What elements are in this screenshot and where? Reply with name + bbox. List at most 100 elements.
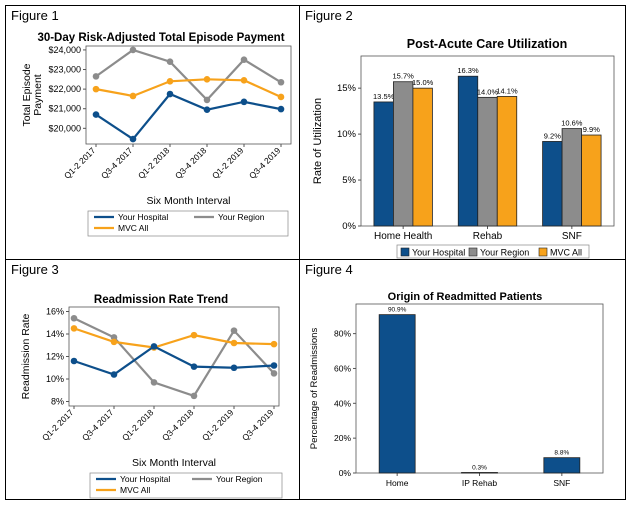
legend-entry: Your Hospital <box>118 212 168 222</box>
figure-3-label: Figure 3 <box>11 262 59 277</box>
y-tick-label: 40% <box>334 398 351 408</box>
y-axis-label: Percentage of Readmissions <box>309 328 320 450</box>
data-point <box>230 327 238 334</box>
data-label: 13.5% <box>373 92 395 101</box>
y-tick-label: $21,000 <box>48 104 81 114</box>
origin-bar-chart: Origin of Readmitted Patients 0% 20% 40% 60%… <box>309 291 604 488</box>
x-tick-label: Q1-2 2019 <box>210 145 246 181</box>
data-point <box>92 73 100 80</box>
series-line <box>73 317 275 398</box>
series-line <box>95 92 282 141</box>
y-tick-label: $23,000 <box>48 65 81 75</box>
data-point <box>190 392 198 400</box>
data-point <box>240 77 248 84</box>
legend-entry: Your Region <box>480 248 529 258</box>
data-point <box>129 135 137 143</box>
data-point <box>92 111 100 118</box>
data-label: 15.0% <box>412 78 434 87</box>
legend-entry: MVC All <box>118 223 148 233</box>
data-point <box>203 96 211 104</box>
y-tick-label: 16% <box>46 307 64 317</box>
bar <box>561 128 582 227</box>
data-point <box>166 90 174 98</box>
data-point <box>230 339 238 347</box>
legend-box <box>89 472 283 499</box>
data-label: 14.1% <box>496 86 518 95</box>
data-point <box>150 379 158 386</box>
y-tick-label: 0% <box>339 468 352 478</box>
series-line <box>73 327 275 349</box>
legend-entry: Your Region <box>218 212 265 222</box>
legend-entry: MVC All <box>550 248 582 258</box>
utilization-bar-chart: Post-Acute Care Utilization 0% 5% 10% 15% Rat… <box>312 37 615 259</box>
bar <box>461 472 498 474</box>
chart-title: Origin of Readmitted Patients <box>388 291 543 303</box>
x-tick-label: Q3-4 2018 <box>160 407 196 443</box>
x-tick-label: Q1-2 2018 <box>136 145 172 181</box>
x-tick-label: Q3-4 2018 <box>173 145 209 181</box>
payment-line-chart: 30-Day Risk-Adjusted Total Episode Payme… <box>21 32 292 237</box>
bar <box>543 457 581 474</box>
bar <box>412 87 433 227</box>
y-tick-label: 0% <box>342 221 356 232</box>
legend-box <box>396 244 590 259</box>
series-line <box>95 78 282 98</box>
bar <box>581 134 602 227</box>
data-point <box>110 338 118 346</box>
data-point <box>277 93 285 101</box>
data-point <box>190 331 198 339</box>
data-point <box>92 85 100 93</box>
data-label: 15.7% <box>393 72 415 81</box>
y-tick-label: 14% <box>46 329 64 339</box>
data-label: 90.9% <box>388 307 407 314</box>
data-point <box>70 325 78 332</box>
y-tick-label: $24,000 <box>48 45 81 55</box>
y-axis-label: Total Episode <box>21 63 33 126</box>
x-tick-label: Q3-4 2017 <box>80 407 116 443</box>
data-label: 14.0% <box>477 87 499 96</box>
figure-4-panel: Figure 4 Origin of Readmitted Patients 0%… <box>299 259 626 500</box>
chart-title: Readmission Rate Trend <box>94 294 228 306</box>
figure-1-panel: Figure 1 30-Day Risk-Adjusted Total Epis… <box>5 5 300 260</box>
chart-title: 30-Day Risk-Adjusted Total Episode Payme… <box>37 32 284 44</box>
legend-swatch <box>400 247 410 257</box>
figure-3-panel: Figure 3 Readmission Rate Trend 8% 10% 12% 1… <box>5 259 300 500</box>
legend-entry: Your Region <box>216 474 263 484</box>
data-point <box>203 76 211 83</box>
x-tick-label: SNF <box>553 478 570 488</box>
plot-frame <box>85 45 292 145</box>
y-tick-label: 12% <box>46 352 64 362</box>
legend-box <box>87 210 289 237</box>
bar <box>542 141 563 227</box>
y-axis-label: Rate of Utilization <box>312 98 324 184</box>
figure-4-label: Figure 4 <box>305 262 353 277</box>
y-tick-label: 10% <box>337 129 357 140</box>
bar <box>457 75 479 227</box>
data-point <box>230 364 238 372</box>
data-point <box>240 56 248 64</box>
y-tick-label: 10% <box>46 374 64 384</box>
bar <box>373 101 394 227</box>
x-tick-label: Q1-2 2018 <box>120 407 156 443</box>
legend-swatch <box>468 247 478 257</box>
data-point <box>70 357 78 365</box>
x-tick-label: SNF <box>562 231 582 242</box>
figure-2-panel: Figure 2 Post-Acute Care Utilization 0% 5%… <box>299 5 626 260</box>
data-label: 10.6% <box>561 119 583 128</box>
y-tick-label: 20% <box>334 433 351 443</box>
y-tick-label: 5% <box>342 175 356 186</box>
y-tick-label: $20,000 <box>48 123 81 133</box>
data-point <box>277 105 285 113</box>
data-point <box>190 363 198 370</box>
data-point <box>166 77 174 85</box>
x-tick-label: Q1-2 2017 <box>62 145 98 181</box>
data-label: 0.3% <box>472 464 487 471</box>
bar <box>393 81 414 227</box>
y-tick-label: 60% <box>334 363 351 373</box>
x-axis-label: Six Month Interval <box>132 457 216 469</box>
bar <box>477 96 498 227</box>
data-point <box>166 58 174 65</box>
y-tick-label: 80% <box>334 329 351 339</box>
data-point <box>110 371 118 378</box>
y-tick-label: 15% <box>337 83 357 94</box>
